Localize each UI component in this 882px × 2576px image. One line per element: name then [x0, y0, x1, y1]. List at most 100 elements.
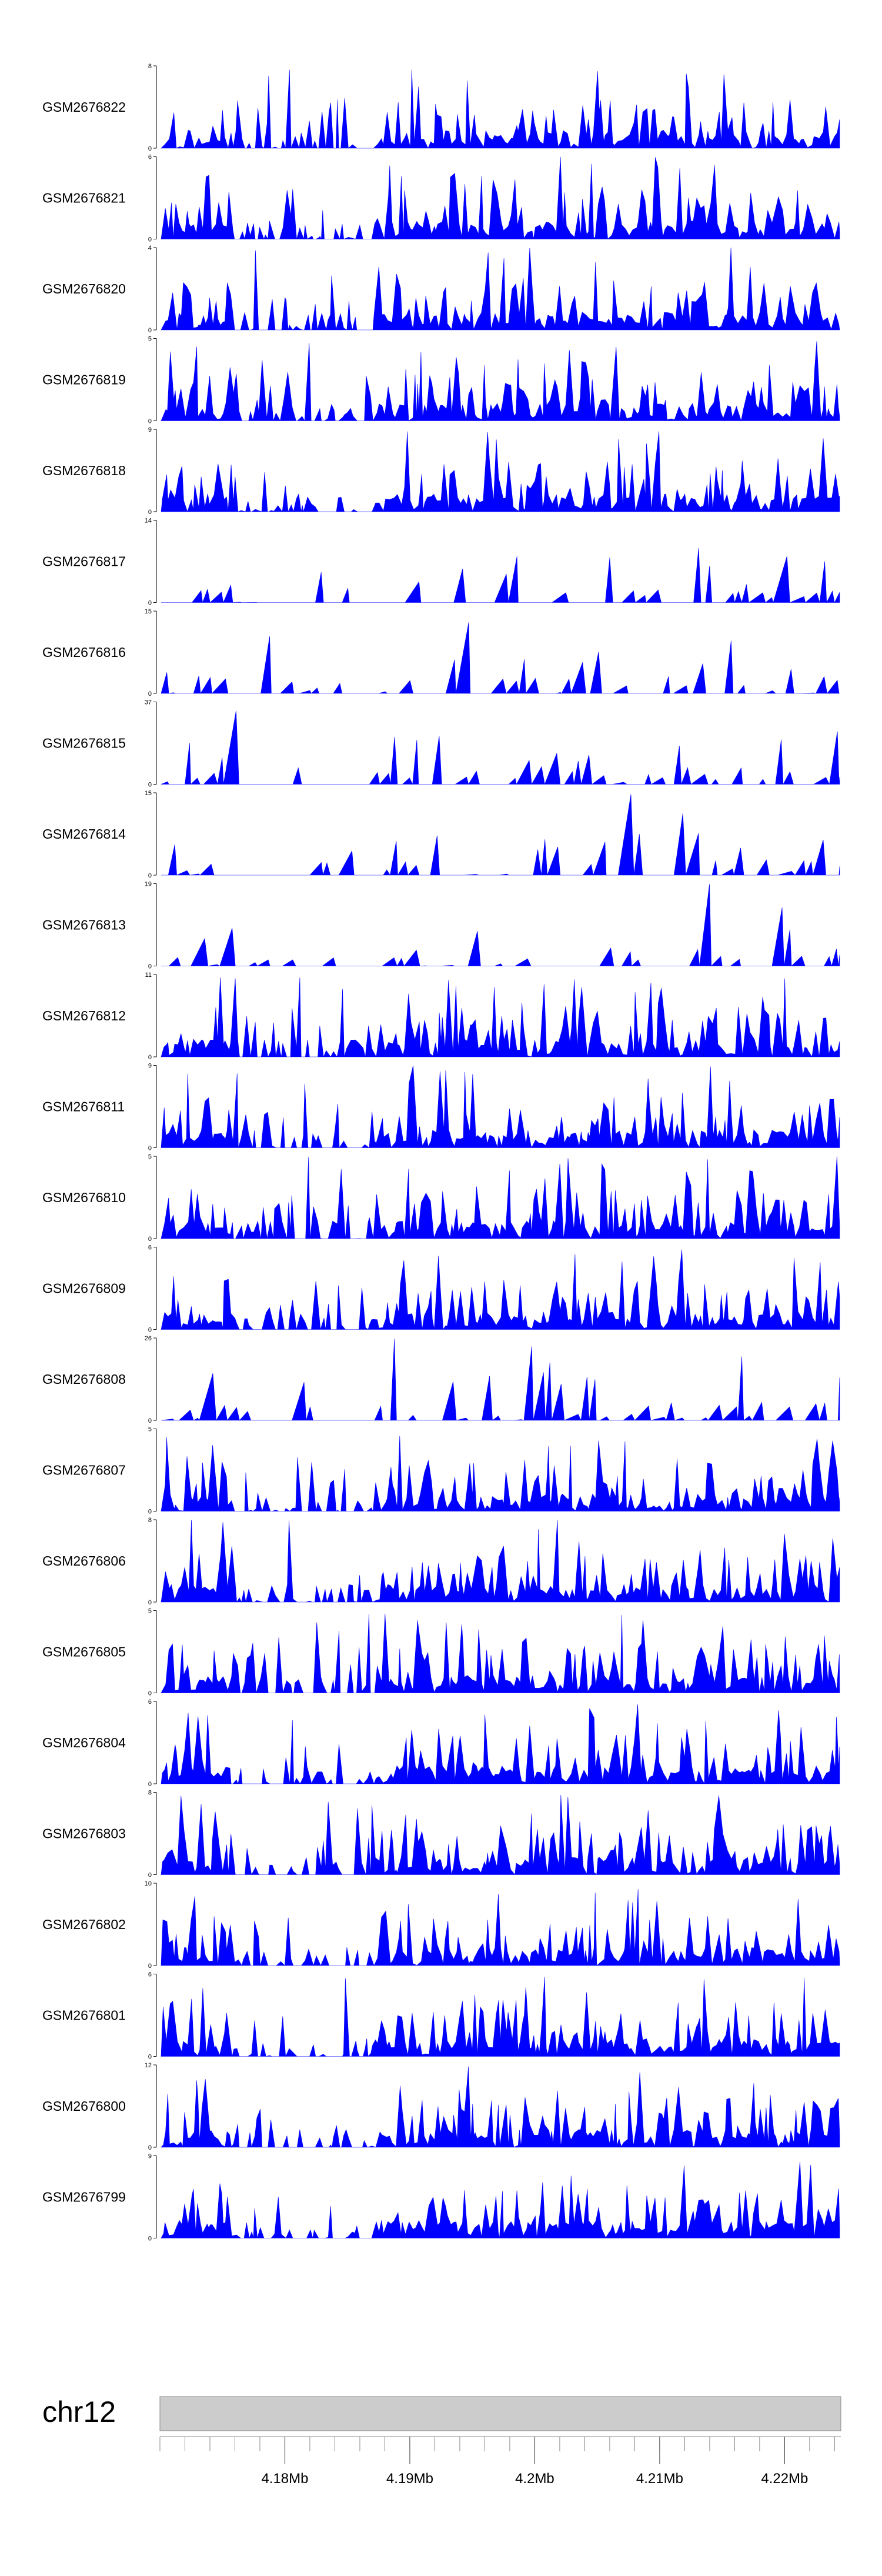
coverage-area — [161, 1436, 840, 1512]
track-GSM2676804: GSM2676804 6 0 — [42, 1699, 840, 1788]
y-max-label: 4 — [148, 245, 152, 252]
y-max-label: 37 — [145, 699, 152, 706]
track-label: GSM2676810 — [42, 1190, 126, 1205]
y-max-label: 6 — [148, 1244, 152, 1252]
track-GSM2676809: GSM2676809 6 0 — [42, 1244, 840, 1334]
y-max-label: 6 — [148, 1699, 152, 1706]
coverage-area — [161, 431, 840, 513]
track-GSM2676803: GSM2676803 8 0 — [42, 1790, 840, 1879]
track-label: GSM2676807 — [42, 1463, 126, 1478]
coverage-area — [161, 1065, 840, 1149]
track-label: GSM2676808 — [42, 1372, 126, 1387]
track-GSM2676813: GSM2676813 19 0 — [42, 881, 840, 970]
y-min-label: 0 — [148, 1690, 152, 1697]
y-min-label: 0 — [148, 1236, 152, 1243]
track-label: GSM2676815 — [42, 736, 126, 751]
coverage-area — [161, 1614, 840, 1693]
coverage-area — [161, 1339, 840, 1422]
track-GSM2676818: GSM2676818 9 0 — [42, 426, 840, 516]
coverage-area — [161, 341, 840, 422]
track-GSM2676806: GSM2676806 8 0 — [42, 1517, 840, 1606]
track-GSM2676815: GSM2676815 37 0 — [42, 699, 840, 789]
track-GSM2676821: GSM2676821 6 0 — [42, 154, 840, 243]
track-GSM2676816: GSM2676816 15 0 — [42, 608, 840, 698]
y-min-label: 0 — [148, 2054, 152, 2061]
track-label: GSM2676799 — [42, 2190, 126, 2205]
y-max-label: 9 — [148, 426, 152, 433]
coverage-area — [161, 1889, 840, 1967]
y-max-label: 6 — [148, 154, 152, 161]
coverage-area — [161, 2161, 840, 2239]
y-min-label: 0 — [148, 1509, 152, 1516]
y-max-label: 10 — [145, 1880, 152, 1887]
y-min-label: 0 — [148, 963, 152, 970]
track-GSM2676801: GSM2676801 6 0 — [42, 1971, 840, 2061]
y-min-label: 0 — [148, 600, 152, 607]
coverage-area — [161, 1156, 840, 1239]
track-label: GSM2676822 — [42, 99, 126, 115]
y-min-label: 0 — [148, 690, 152, 698]
y-max-label: 8 — [148, 1790, 152, 1797]
coverage-area — [161, 1795, 840, 1876]
coverage-area — [161, 1520, 840, 1603]
genome-tick-label: 4.21Mb — [636, 2471, 683, 2487]
coverage-area — [161, 622, 840, 694]
y-max-label: 26 — [145, 1335, 152, 1342]
track-GSM2676810: GSM2676810 5 0 — [42, 1153, 840, 1243]
y-max-label: 5 — [148, 1608, 152, 1615]
y-max-label: 11 — [145, 972, 152, 979]
coverage-area — [161, 1704, 840, 1785]
y-max-label: 6 — [148, 1971, 152, 1978]
track-label: GSM2676811 — [42, 1099, 125, 1115]
y-max-label: 14 — [145, 518, 152, 525]
genome-axis: chr12 4.18Mb 4.19Mb 4.2Mb 4.21Mb 4.22Mb — [42, 2395, 841, 2487]
track-label: GSM2676801 — [42, 2008, 126, 2023]
genome-tick-label: 4.2Mb — [515, 2471, 554, 2487]
track-label: GSM2676817 — [42, 554, 126, 569]
y-min-label: 0 — [148, 782, 152, 789]
coverage-area — [161, 884, 840, 967]
y-min-label: 0 — [148, 236, 152, 243]
track-GSM2676811: GSM2676811 9 0 — [42, 1063, 840, 1152]
y-max-label: 8 — [148, 1517, 152, 1524]
track-label: GSM2676806 — [42, 1553, 126, 1569]
genome-tick-label: 4.22Mb — [761, 2471, 808, 2487]
y-min-label: 0 — [148, 509, 152, 516]
coverage-area — [161, 2066, 840, 2148]
y-max-label: 15 — [145, 790, 152, 797]
y-min-label: 0 — [148, 1963, 152, 1970]
y-max-label: 5 — [148, 1426, 152, 1433]
coverage-area — [161, 710, 840, 785]
track-label: GSM2676805 — [42, 1644, 126, 1660]
y-min-label: 0 — [148, 1054, 152, 1061]
y-max-label: 8 — [148, 63, 152, 70]
track-GSM2676817: GSM2676817 14 0 — [42, 518, 840, 607]
chromosome-label: chr12 — [42, 2395, 116, 2428]
genome-tick-label: 4.18Mb — [261, 2471, 308, 2487]
track-GSM2676799: GSM2676799 9 0 — [42, 2153, 840, 2243]
coverage-area — [161, 548, 840, 603]
y-min-label: 0 — [148, 2144, 152, 2151]
coverage-area — [161, 1977, 840, 2057]
track-label: GSM2676800 — [42, 2098, 126, 2114]
y-max-label: 19 — [145, 881, 152, 888]
y-min-label: 0 — [148, 1599, 152, 1606]
track-label: GSM2676813 — [42, 917, 126, 933]
y-min-label: 0 — [148, 1417, 152, 1424]
track-label: GSM2676802 — [42, 1917, 126, 1932]
y-min-label: 0 — [148, 1327, 152, 1334]
track-GSM2676820: GSM2676820 4 0 — [42, 245, 840, 334]
track-label: GSM2676809 — [42, 1281, 126, 1296]
coverage-area — [161, 977, 840, 1058]
chromosome-ideogram-bar — [159, 2396, 841, 2431]
track-label: GSM2676812 — [42, 1008, 126, 1023]
y-max-label: 5 — [148, 336, 152, 343]
track-GSM2676808: GSM2676808 26 0 — [42, 1335, 840, 1424]
y-min-label: 0 — [148, 1781, 152, 1788]
coverage-area — [161, 69, 840, 149]
y-max-label: 9 — [148, 2153, 152, 2160]
track-GSM2676800: GSM2676800 12 0 — [42, 2062, 840, 2151]
track-GSM2676814: GSM2676814 15 0 — [42, 790, 840, 879]
track-label: GSM2676816 — [42, 645, 126, 660]
